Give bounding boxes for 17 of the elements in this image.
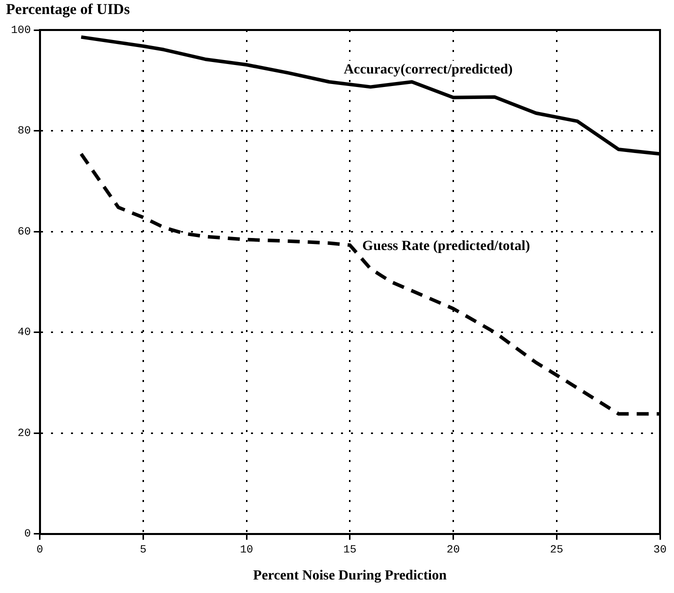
y-tick-label: 80 xyxy=(18,126,31,138)
x-tick-label: 10 xyxy=(240,544,254,556)
x-axis-title: Percent Noise During Prediction xyxy=(253,568,447,584)
y-tick-label: 20 xyxy=(18,428,31,440)
y-tick-label: 100 xyxy=(10,24,31,37)
y-tick-label: 40 xyxy=(18,327,31,340)
x-tick-label: 20 xyxy=(446,544,460,556)
x-tick-label: 15 xyxy=(343,544,357,556)
series-label: Guess Rate (predicted/total) xyxy=(362,239,530,254)
x-tick-label: 0 xyxy=(36,544,44,556)
series-label: Accuracy(correct/predicted) xyxy=(344,62,513,78)
chart-title: Percentage of UIDs xyxy=(6,2,130,19)
x-tick-label: 30 xyxy=(653,544,667,556)
y-tick-label: 60 xyxy=(18,226,31,238)
x-tick-label: 5 xyxy=(140,544,146,556)
x-tick-label: 25 xyxy=(550,544,564,556)
y-tick-label: 0 xyxy=(24,528,31,541)
